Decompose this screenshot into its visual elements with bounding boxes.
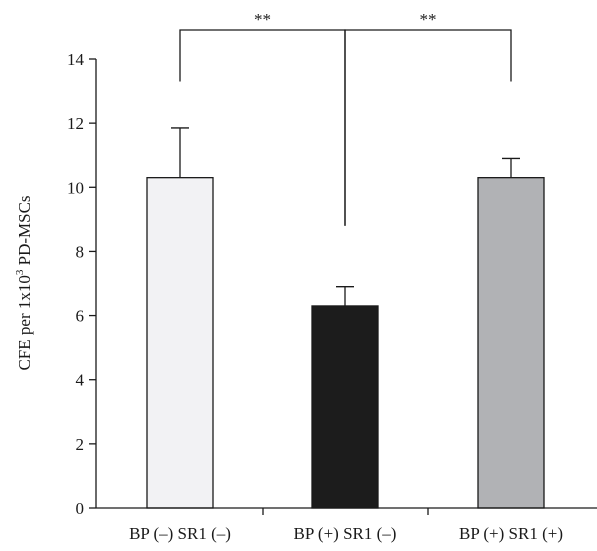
significance-layer: ** ** <box>179 10 512 226</box>
significance-bracket <box>344 29 512 226</box>
y-axis-title-superscript: 3 <box>14 269 26 275</box>
y-tick-label: 6 <box>76 307 85 326</box>
x-category-label: BP (+) SR1 (–) <box>294 524 397 543</box>
y-tick-label: 12 <box>67 114 84 133</box>
bar <box>311 305 379 509</box>
x-category-label: BP (+) SR1 (+) <box>459 524 563 543</box>
significance-label: ** <box>420 10 437 29</box>
x-ticks-layer: BP (–) SR1 (–) BP (+) SR1 (–) BP (+) SR1 (… <box>129 508 563 543</box>
y-tick-label: 10 <box>67 178 84 197</box>
y-tick-label: 14 <box>67 50 85 69</box>
significance-label: ** <box>254 10 271 29</box>
y-tick-label: 2 <box>76 435 85 454</box>
y-ticks-layer: 0 2 4 6 8 10 12 14 <box>67 50 96 518</box>
bar <box>477 177 545 509</box>
y-tick-label: 8 <box>76 242 85 261</box>
y-axis-title-suffix: PD-MSCs <box>15 195 34 269</box>
y-axis-title-prefix: CFE per 1x10 <box>15 275 34 370</box>
x-category-label: BP (–) SR1 (–) <box>129 524 231 543</box>
y-axis-title: CFE per 1x103 PD-MSCs <box>14 195 34 370</box>
error-bars-layer <box>171 127 520 306</box>
bar <box>146 177 214 509</box>
y-tick-label: 0 <box>76 499 85 518</box>
bars-layer <box>146 177 545 509</box>
y-tick-label: 4 <box>76 371 85 390</box>
